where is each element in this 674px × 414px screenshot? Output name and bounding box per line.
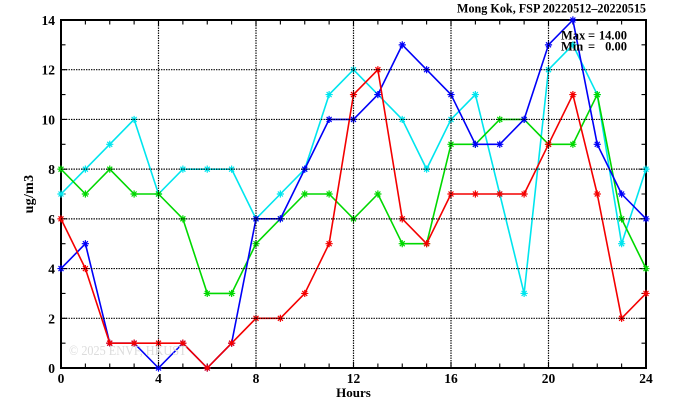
svg-text:14.00: 14.00 (599, 29, 627, 43)
svg-text:Hours: Hours (336, 385, 371, 400)
svg-text:20: 20 (542, 371, 556, 386)
svg-text:=: = (588, 29, 595, 43)
svg-text:Mong Kok, FSP 20220512–2022051: Mong Kok, FSP 20220512–20220515 (457, 2, 646, 16)
svg-text:24: 24 (639, 371, 653, 386)
svg-text:2: 2 (48, 311, 55, 326)
svg-text:16: 16 (444, 371, 458, 386)
svg-text:12: 12 (42, 63, 56, 78)
svg-text:8: 8 (253, 371, 260, 386)
svg-text:6: 6 (48, 212, 55, 227)
svg-text:0: 0 (58, 371, 65, 386)
svg-text:© 2025 ENVF, HKUST: © 2025 ENVF, HKUST (69, 344, 187, 359)
svg-text:10: 10 (42, 112, 56, 127)
svg-text:ug/m3: ug/m3 (22, 175, 37, 214)
svg-text:Max: Max (561, 29, 586, 43)
svg-text:0: 0 (48, 361, 55, 376)
svg-text:4: 4 (48, 262, 55, 277)
svg-text:12: 12 (347, 371, 361, 386)
svg-text:4: 4 (155, 371, 162, 386)
svg-text:=: = (588, 40, 595, 54)
svg-text:0.00: 0.00 (605, 40, 627, 54)
svg-text:Min: Min (561, 40, 583, 54)
svg-text:14: 14 (42, 13, 56, 28)
svg-text:8: 8 (48, 162, 55, 177)
